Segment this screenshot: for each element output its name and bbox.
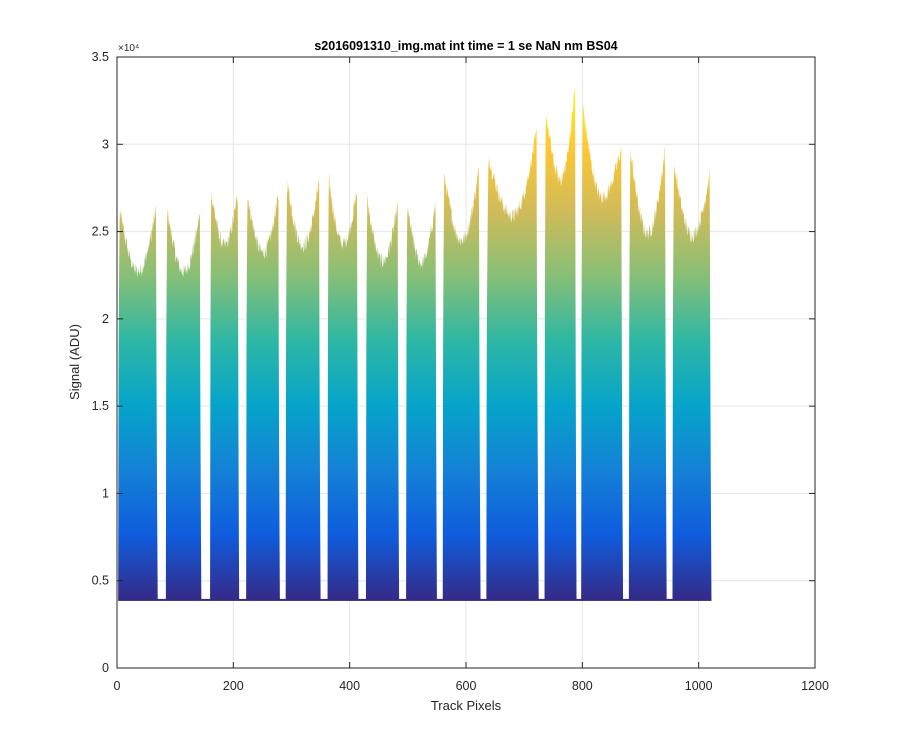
signal-segment-4 bbox=[246, 195, 280, 600]
y-tick-label: 3.5 bbox=[92, 50, 109, 64]
signal-segment-1 bbox=[118, 204, 158, 600]
x-tick-label: 600 bbox=[456, 679, 477, 693]
signal-segment-13 bbox=[628, 147, 667, 600]
x-tick-labels: 0 200 400 600 800 1000 1200 bbox=[114, 679, 829, 693]
signal-baseline bbox=[118, 598, 712, 601]
y-exponent-label: ×10⁴ bbox=[118, 43, 139, 54]
y-tick-label: 1.5 bbox=[92, 399, 109, 413]
x-tick-label: 200 bbox=[223, 679, 244, 693]
y-tick-label: 1 bbox=[102, 486, 109, 500]
x-tick-label: 1000 bbox=[685, 679, 713, 693]
x-axis-label: Track Pixels bbox=[431, 698, 502, 713]
chart-title: s2016091310_img.mat int time = 1 se NaN … bbox=[314, 39, 617, 53]
y-tick-label: 3 bbox=[102, 137, 109, 151]
y-tick-label: 0.5 bbox=[92, 574, 109, 588]
signal-area bbox=[118, 88, 712, 601]
signal-segment-7 bbox=[365, 196, 400, 600]
y-tick-label: 2 bbox=[102, 312, 109, 326]
axes bbox=[116, 56, 816, 669]
y-axis-label: Signal (ADU) bbox=[67, 324, 82, 400]
y-tick-label: 0 bbox=[102, 661, 109, 675]
x-tick-label: 0 bbox=[114, 679, 121, 693]
signal-segment-2 bbox=[165, 209, 202, 600]
y-tick-labels: 0 0.5 1 1.5 2 2.5 3 3.5 bbox=[92, 50, 109, 675]
signal-segment-12 bbox=[581, 104, 624, 600]
signal-segment-9 bbox=[442, 164, 481, 600]
signal-segment-5 bbox=[285, 174, 321, 600]
x-tick-label: 1200 bbox=[801, 679, 829, 693]
signal-segment-14 bbox=[672, 165, 712, 600]
x-tick-label: 800 bbox=[572, 679, 593, 693]
y-tick-label: 2.5 bbox=[92, 225, 109, 239]
signal-segment-10 bbox=[486, 128, 539, 600]
signal-segment-8 bbox=[406, 199, 437, 600]
signal-segment-3 bbox=[210, 191, 240, 600]
signal-segment-11 bbox=[544, 88, 577, 600]
signal-segment-6 bbox=[327, 173, 359, 600]
x-tick-label: 400 bbox=[339, 679, 360, 693]
